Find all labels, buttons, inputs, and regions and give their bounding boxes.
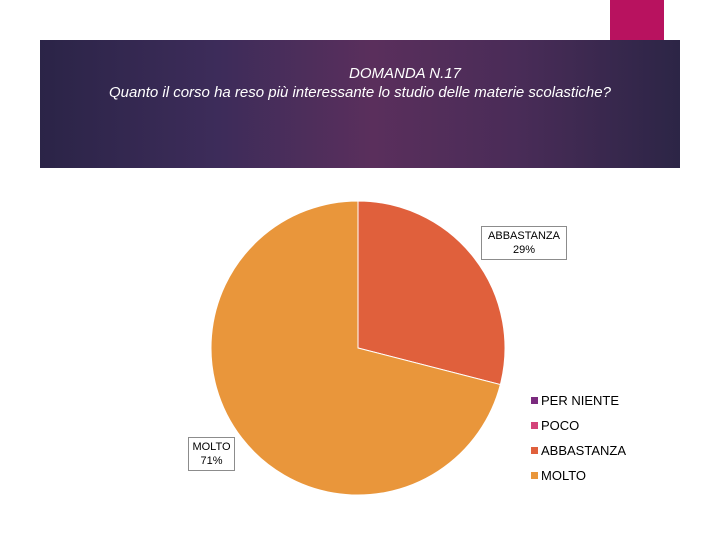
legend-item-per-niente: PER NIENTE: [531, 388, 681, 413]
legend-swatch-per-niente: [531, 397, 538, 404]
legend-item-abbastanza: ABBASTANZA: [531, 438, 681, 463]
legend-item-poco: POCO: [531, 413, 681, 438]
data-label-molto: MOLTO 71%: [188, 437, 235, 471]
pie-slices: [210, 200, 506, 496]
data-label-molto-value: 71%: [200, 455, 223, 467]
legend-swatch-molto: [531, 472, 538, 479]
legend-label-per-niente: PER NIENTE: [541, 393, 620, 408]
legend-label-poco: POCO: [541, 418, 580, 433]
legend: PER NIENTE POCO ABBASTANZA MOLTO: [531, 388, 681, 488]
title-line-2: Quanto il corso ha reso più interessante…: [109, 84, 611, 101]
legend-label-molto: MOLTO: [541, 468, 587, 483]
legend-swatch-poco: [531, 422, 538, 429]
chart-title: DOMANDA N.17 Quanto il corso ha reso più…: [40, 64, 680, 102]
legend-label-abbastanza: ABBASTANZA: [541, 443, 627, 458]
legend-swatch-abbastanza: [531, 447, 538, 454]
title-line-1: DOMANDA N.17: [349, 65, 461, 82]
data-label-abbastanza-category: ABBASTANZA: [488, 230, 560, 242]
data-label-molto-category: MOLTO: [192, 441, 231, 453]
pie-slice-molto: [210, 200, 501, 496]
legend-item-molto: MOLTO: [531, 463, 681, 488]
pie-slice-abbastanza: [357, 200, 506, 386]
data-label-abbastanza: ABBASTANZA 29%: [481, 226, 567, 260]
title-banner: DOMANDA N.17 Quanto il corso ha reso più…: [40, 40, 680, 168]
data-label-abbastanza-value: 29%: [512, 244, 536, 256]
